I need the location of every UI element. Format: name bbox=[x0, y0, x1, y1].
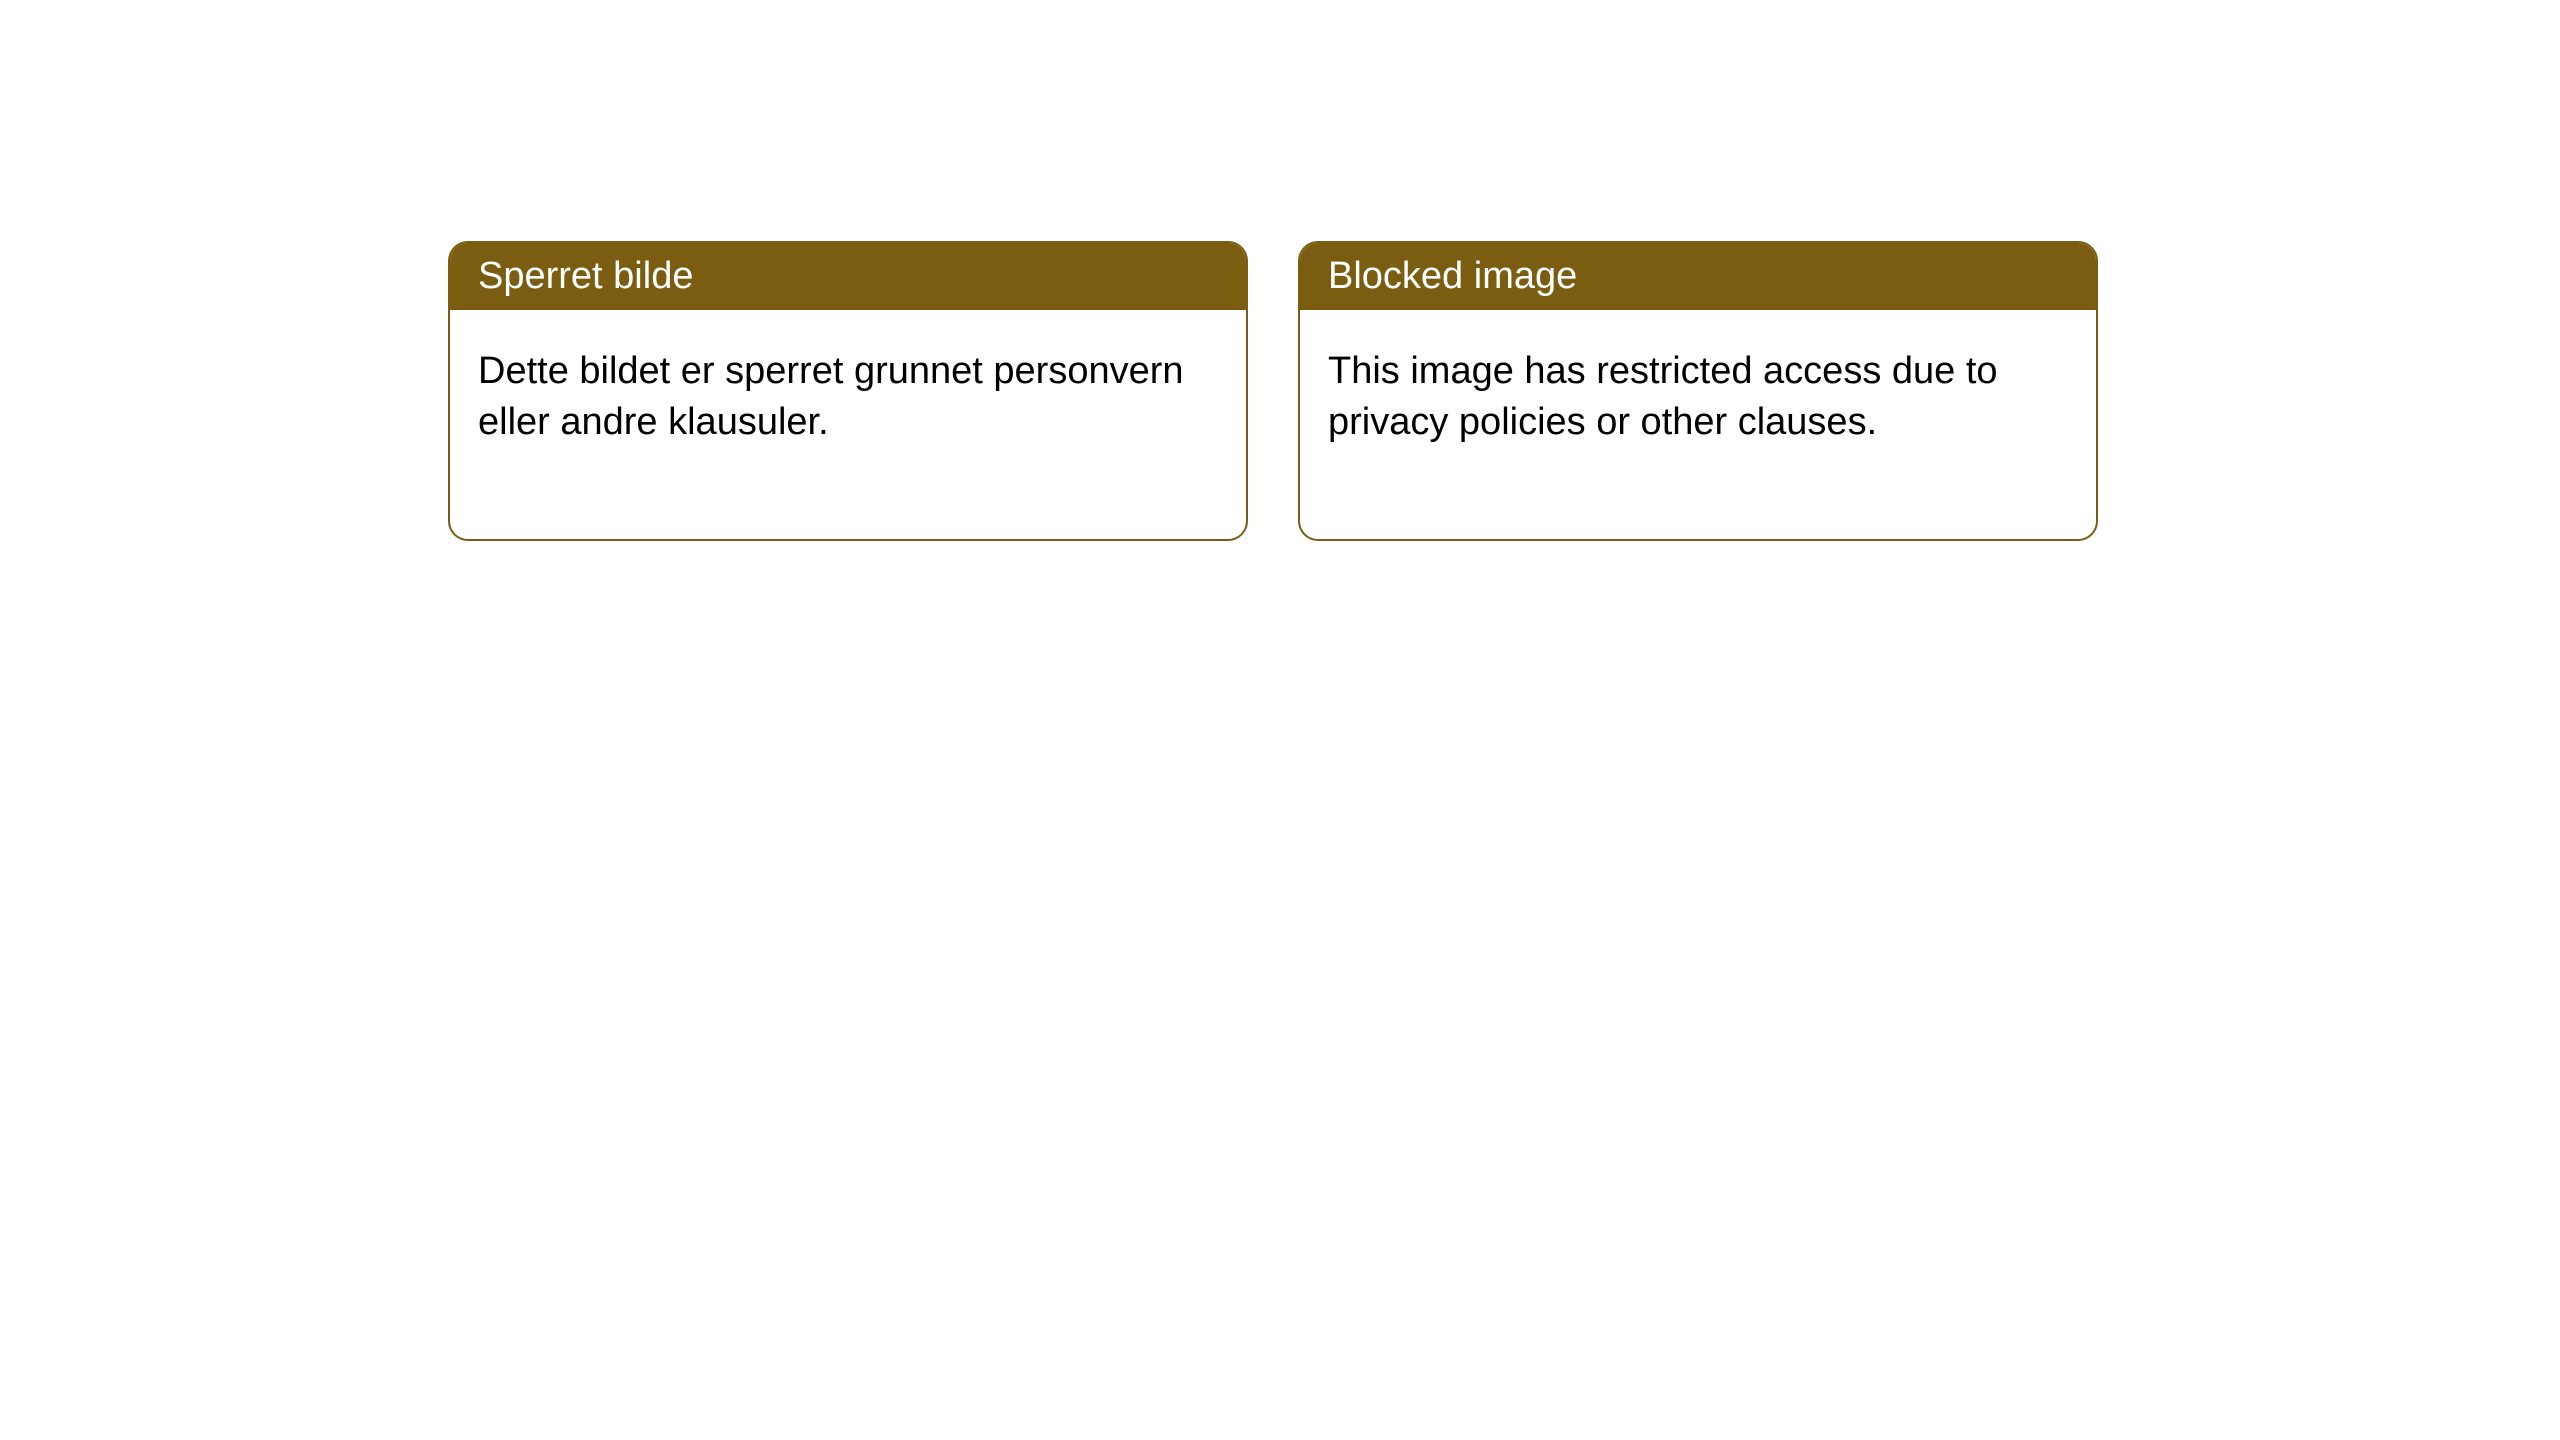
notice-card-norwegian: Sperret bilde Dette bildet er sperret gr… bbox=[448, 241, 1248, 541]
notice-card-english: Blocked image This image has restricted … bbox=[1298, 241, 2098, 541]
notice-container: Sperret bilde Dette bildet er sperret gr… bbox=[0, 0, 2560, 541]
card-body: Dette bildet er sperret grunnet personve… bbox=[450, 310, 1246, 539]
card-title: Blocked image bbox=[1300, 243, 2096, 310]
card-title: Sperret bilde bbox=[450, 243, 1246, 310]
card-body: This image has restricted access due to … bbox=[1300, 310, 2096, 539]
